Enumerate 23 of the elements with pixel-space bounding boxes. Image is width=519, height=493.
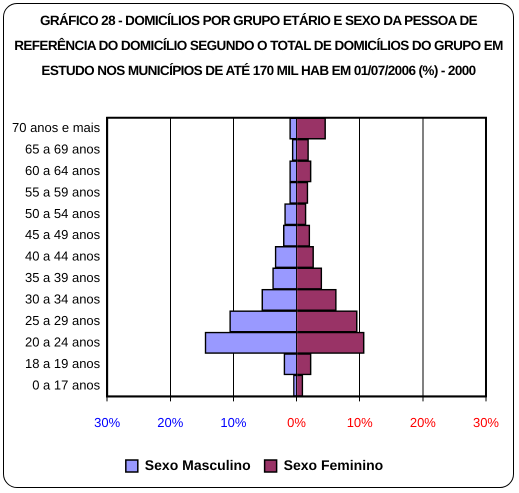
y-tick-label: 55 a 59 anos <box>24 184 101 200</box>
y-tick-label: 20 a 24 anos <box>24 334 101 350</box>
y-tick-label: 18 a 19 anos <box>24 356 101 371</box>
x-tick-label: 10% <box>346 414 374 430</box>
x-tick-label: 10% <box>220 414 247 430</box>
y-tick-label: 45 a 49 anos <box>24 227 101 242</box>
y-tick-label: 35 a 39 anos <box>24 270 101 286</box>
y-tick-label: 60 a 64 anos <box>24 162 101 178</box>
y-tick-label: 65 a 69 anos <box>24 142 101 157</box>
legend-label: Sexo Masculino <box>144 456 251 473</box>
chart-title: GRÁFICO 28 - DOMICÍLIOS POR GRUPO ETÁRIO E SEXO DA PESSOA DE REFERÊNCIA DO DOMICÍLIO SEGUNDO O TOTAL DE DOMICÍLIOS DO GRUPO EM ESTUDO NOS MUNICÍPIOS DE ATÉ 170 MIL HAB EM 01/07/2006 (%) - 2000 <box>13 12 504 80</box>
y-tick-label: 30 a 34 anos <box>24 292 101 307</box>
y-tick-label: 25 a 29 anos <box>24 312 101 328</box>
x-tick-label: 30% <box>94 414 121 430</box>
legend-label: Sexo Feminino <box>284 456 384 473</box>
y-tick-label: 0 a 17 anos <box>32 377 101 392</box>
x-tick-label: 20% <box>410 414 436 430</box>
x-tick-label: 20% <box>157 414 184 430</box>
y-tick-label: 40 a 44 anos <box>24 248 101 264</box>
x-tick-label: 30% <box>472 414 500 430</box>
x-tick-label: 0% <box>287 414 306 430</box>
y-tick-label: 70 anos e mais <box>12 120 101 136</box>
y-tick-label: 50 a 54 anos <box>24 206 101 221</box>
